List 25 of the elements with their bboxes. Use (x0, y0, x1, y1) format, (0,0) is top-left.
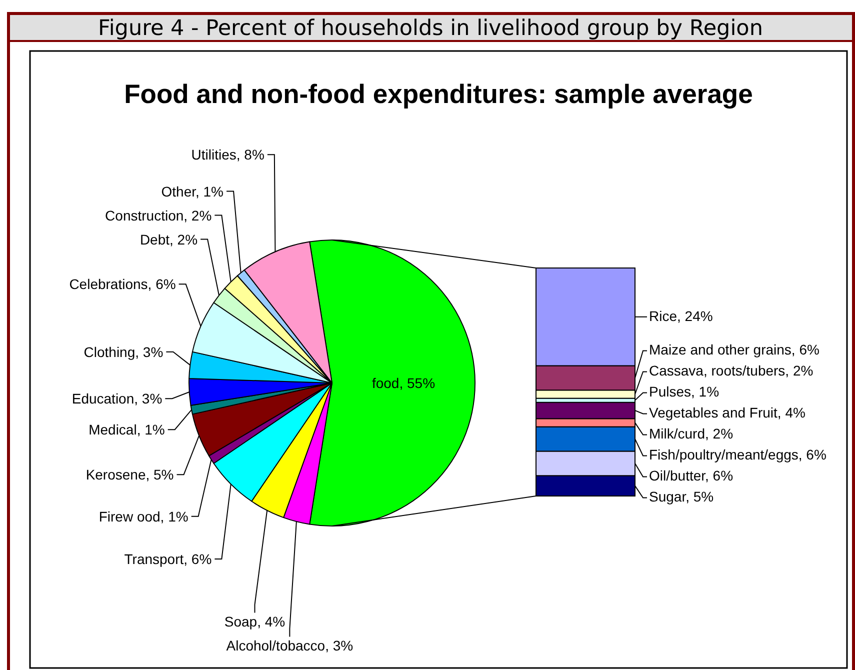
slice-label: Debt, 2% (140, 231, 198, 248)
data-label: Vegetables and Fruit, 4% (649, 404, 806, 421)
slice-label: Clothing, 3% (84, 344, 164, 360)
chart-title: Food and non-food expenditures: sample average (124, 79, 753, 109)
data-label: Maize and other grains, 6% (649, 342, 820, 358)
data-label: Rice, 24% (649, 308, 713, 324)
slice-label: Other, 1% (161, 183, 224, 200)
slice-label: Alcohol/tobacco, 3% (226, 638, 354, 654)
data-label: Sugar, 5% (649, 488, 714, 505)
slice-label: Education, 3% (72, 390, 162, 407)
data-label: Pulses, 1% (649, 384, 720, 400)
slice-label: Firew ood, 1% (98, 508, 188, 524)
slice-label: Construction, 2% (105, 207, 212, 224)
data-label: Cassava, roots/tubers, 2% (649, 362, 814, 379)
data-label: Milk/curd, 2% (649, 426, 734, 442)
slice-label: Transport, 6% (124, 550, 212, 567)
slice-label: Medical, 1% (88, 422, 165, 438)
data-label: Fish/poultry/meant/eggs, 6% (649, 446, 826, 463)
slice-label: Soap, 4% (224, 614, 286, 630)
slice-label: food, 55% (372, 375, 436, 391)
slice-label: Kerosene, 5% (86, 466, 174, 483)
slice-label: Utilities, 8% (191, 146, 264, 163)
data-label: Oil/butter, 6% (649, 468, 734, 484)
slice-label: Celebrations, 6% (69, 276, 176, 292)
caption: Figure 4 - Percent of households in livelihood group by Region (98, 16, 763, 41)
